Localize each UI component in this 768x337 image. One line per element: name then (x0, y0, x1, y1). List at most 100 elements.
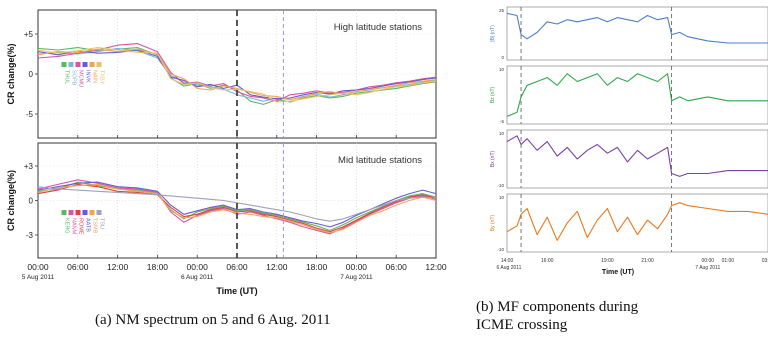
y-axis-label: Bx (nT) (490, 150, 496, 167)
mf-panel-bz: 10 -5 Bz (nT) (490, 65, 768, 125)
series-line-txby (37, 47, 437, 103)
legend-label-invk: INVK (85, 70, 91, 83)
legend-swatch-aatb (82, 210, 88, 215)
legend-label-thul: THUL (64, 70, 70, 84)
x-tick-label: 01:00 (722, 258, 735, 264)
x-tick-label: 16:00 (541, 258, 554, 264)
y-axis-label: By (nT) (490, 214, 496, 231)
x-tick-label: 21:00 (641, 258, 654, 264)
legend-label-tsu: TSU (99, 218, 105, 229)
legend-swatch-txby (96, 62, 102, 67)
x-tick-label: 19:00 (601, 258, 614, 264)
caption-b-line1: (b) MF components during (476, 299, 639, 315)
legend-swatch-kerg (61, 210, 67, 215)
legend-swatch-rome (75, 210, 81, 215)
y-tick-label: -5 (500, 119, 504, 124)
y-axis-label: CR change(%) (6, 170, 16, 231)
legend-swatch-tsu (96, 210, 102, 215)
date-label: 6 Aug 2011 (181, 274, 214, 281)
legend-label-tsmb: TSMB (92, 218, 98, 234)
legend-label-txby: TXBY (99, 70, 105, 85)
y-tick-label: 10 (499, 195, 505, 200)
y-tick-label: 0 (29, 70, 34, 79)
mf-x-axis: 14:00 16:00 19:00 21:00 00:00 01:00 03:00 6 Aug… (497, 258, 768, 276)
series-line (506, 202, 768, 241)
panel-title: Mid latitude stations (338, 155, 422, 166)
y-tick-label: 10 (499, 67, 505, 72)
y-tick-label: -10 (497, 247, 504, 252)
y-tick-label: -5 (26, 110, 34, 119)
x-tick-label: 00:00 (346, 262, 368, 272)
mf-panel-b: 25 0 |B| (nT) (490, 6, 768, 61)
series-line-tsmb (37, 183, 437, 234)
y-tick-label: 25 (499, 8, 505, 13)
legend-label-kerg: KERG (64, 218, 70, 234)
x-tick-label: 12:00 (425, 262, 447, 272)
series-line-tsu (37, 186, 437, 222)
nm-panel-mid: +3 0 -3 Mid latitude stations KERG NANM ROME AA… (6, 142, 437, 259)
x-tick-label: 14:00 (501, 258, 514, 264)
y-axis-label: CR change(%) (6, 43, 16, 104)
series-line-rome (37, 183, 437, 233)
legend-label-rome: ROME (78, 218, 84, 235)
mf-panel-by: 10 -10 By (nT) (490, 193, 768, 253)
series-line-mcmu (37, 43, 437, 102)
x-tick-label: 18:00 (147, 262, 169, 272)
nm-panel-high: +5 0 -5 High latitude stations THUL SOPB MCMU I… (6, 9, 437, 139)
series-line (506, 12, 768, 44)
legend-swatch-invk (82, 62, 88, 67)
y-axis-label: |B| (nT) (490, 25, 496, 42)
x-tick-label: 03:00 (762, 258, 768, 264)
plot-frame (506, 65, 768, 125)
y-tick-label: +5 (24, 30, 34, 39)
x-axis-label: Time (UT) (216, 286, 257, 296)
y-tick-label: 10 (499, 131, 505, 136)
series-line-nain (37, 48, 437, 101)
x-tick-label: 00:00 (702, 258, 715, 264)
panel-title: High latitude stations (334, 22, 422, 33)
y-tick-label: -10 (497, 183, 504, 188)
legend-swatch-thul (61, 62, 67, 67)
x-tick-label: 12:00 (107, 262, 129, 272)
x-tick-label: 06:00 (226, 262, 248, 272)
legend-label-nanm: NANM (71, 218, 77, 235)
y-tick-label: +3 (24, 162, 34, 171)
legend-label-mcmu: MCMU (78, 70, 84, 87)
caption-b-line2: ICME crossing (476, 317, 568, 333)
date-label: 7 Aug 2011 (340, 274, 373, 281)
date-label: 5 Aug 2011 (22, 274, 55, 281)
plot-frame (506, 6, 768, 61)
series-line-nanm (37, 179, 437, 235)
legend-swatch-nanm (68, 210, 74, 215)
legend-swatch-mcmu (75, 62, 81, 67)
date-label: 7 Aug 2011 (695, 265, 720, 271)
legend-swatch-nain (89, 62, 95, 67)
date-label: 6 Aug 2011 (497, 265, 522, 271)
caption-b: (b) MF components during ICME crossing (476, 298, 638, 334)
legend-label-aatb: AATB (85, 218, 91, 232)
series-line (506, 135, 768, 177)
x-axis-label: Time (UT) (602, 269, 634, 276)
series-line (506, 73, 768, 117)
legend-label-nain: NAIN (92, 70, 98, 83)
mf-panel-bx: 10 -10 Bx (nT) (490, 129, 768, 189)
x-tick-label: 00:00 (27, 262, 49, 272)
y-axis-label: Bz (nT) (490, 86, 496, 103)
plot-frame (506, 129, 768, 189)
nm-x-axis: 00:00 06:00 12:00 18:00 00:00 06:00 12:00 18:00… (22, 262, 447, 296)
series-line-aatb (37, 181, 437, 228)
x-tick-label: 06:00 (386, 262, 408, 272)
y-tick-label: 0 (501, 55, 504, 60)
y-tick-label: -3 (26, 231, 34, 240)
caption-a: (a) NM spectrum on 5 and 6 Aug. 2011 (95, 312, 331, 328)
x-tick-label: 00:00 (187, 262, 209, 272)
legend-label-sopb: SOPB (71, 70, 77, 86)
x-tick-label: 12:00 (266, 262, 288, 272)
x-tick-label: 06:00 (67, 262, 89, 272)
plot-frame (506, 193, 768, 253)
y-tick-label: 0 (29, 197, 34, 206)
x-tick-label: 18:00 (306, 262, 328, 272)
legend-swatch-sopb (68, 62, 74, 67)
series-line-kerg (37, 181, 437, 231)
